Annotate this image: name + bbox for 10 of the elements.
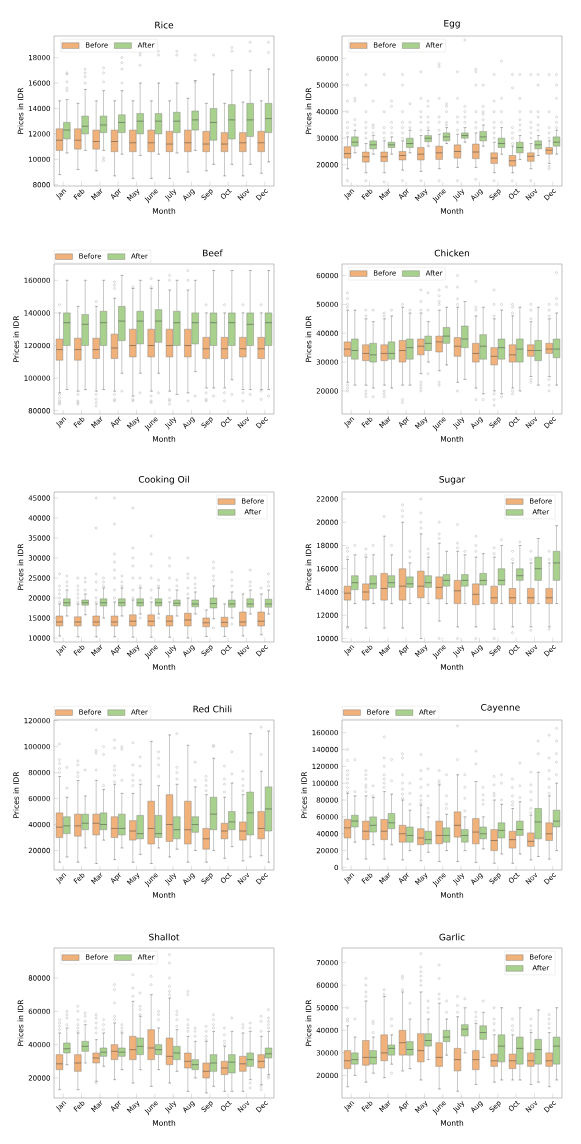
chart-title: Garlic xyxy=(439,933,465,941)
chart-title: Cayenne xyxy=(481,703,520,713)
chart-title: Chicken xyxy=(434,249,470,257)
chart-title: Beef xyxy=(203,249,223,257)
chart-title: Cooking Oil xyxy=(138,475,189,485)
chart-title: Shallot xyxy=(149,933,180,941)
chart-title: Sugar xyxy=(439,475,466,485)
chart-title: Egg xyxy=(444,20,460,29)
chart-title: Rice xyxy=(155,21,174,29)
chart-title: Red Chili xyxy=(193,705,232,713)
